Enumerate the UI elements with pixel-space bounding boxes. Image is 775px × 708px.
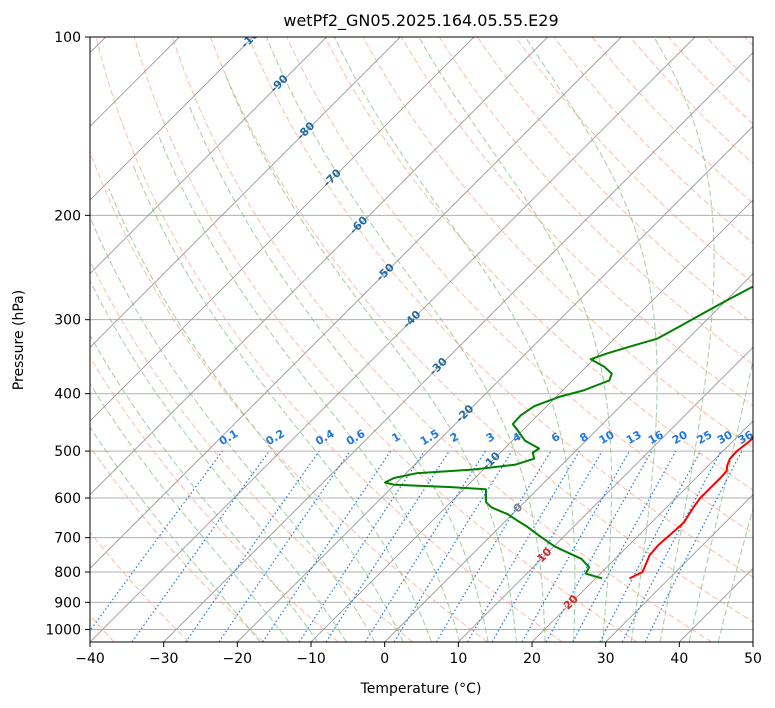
x-axis: −40 −30 −20 −10 0 10 20 30 40 50 — [75, 642, 762, 667]
y-tick-label: 300 — [54, 313, 81, 329]
moist-adiabat — [90, 426, 261, 642]
x-tick-label: −10 — [296, 651, 326, 667]
moist-adiabat — [108, 188, 404, 642]
dry-adiabat — [248, 37, 753, 578]
mixing-ratio-line — [218, 450, 351, 642]
isotherm-line — [90, 37, 622, 569]
x-tick-label: 20 — [523, 651, 541, 667]
dry-adiabat — [286, 37, 753, 534]
y-tick-label: 500 — [54, 444, 81, 460]
isotherm-line — [90, 37, 327, 275]
y-tick-label: 900 — [54, 595, 81, 611]
isotherm-line — [458, 346, 753, 642]
x-tick-label: −20 — [223, 651, 253, 667]
mixing-ratio-line — [393, 450, 513, 642]
isotherm-line — [752, 641, 753, 642]
mixing-ratio-line — [521, 450, 631, 642]
moist-adiabat — [157, 132, 461, 642]
mixing-ratio-line — [545, 450, 653, 642]
mixing-ratio-lines — [90, 450, 743, 642]
isotherm-line — [384, 273, 753, 642]
isotherm-line — [237, 125, 753, 642]
moist-adiabat — [333, 37, 576, 642]
y-tick-label: 1000 — [45, 622, 81, 638]
y-tick-label: 100 — [54, 30, 81, 46]
moist-adiabat — [418, 37, 613, 642]
x-tick-label: 10 — [449, 651, 467, 667]
mixing-ratio-line — [644, 450, 743, 642]
mixing-ratio-line — [90, 450, 223, 632]
moist-adiabat — [688, 358, 753, 642]
dry-adiabats — [90, 10, 775, 642]
dewpoint-profile-line — [384, 285, 753, 580]
isotherm-line — [531, 420, 753, 642]
dry-adiabat — [477, 37, 753, 325]
y-tick-label: 600 — [54, 491, 81, 507]
dry-adiabat — [400, 37, 753, 407]
dry-adiabat — [324, 37, 753, 491]
moist-adiabats — [90, 37, 753, 642]
dry-adiabat — [756, 10, 775, 642]
dry-adiabat — [95, 37, 563, 642]
isotherm-line — [310, 199, 753, 642]
moist-adiabat — [90, 382, 290, 642]
isotherm-line — [90, 37, 548, 496]
isotherm-line — [605, 494, 753, 642]
plot-frame — [89, 36, 754, 643]
moist-adiabat — [224, 72, 517, 642]
moist-adiabat — [266, 37, 546, 642]
x-tick-label: 50 — [744, 651, 762, 667]
chart-title: wetPf2_GN05.2025.164.05.55.E29 — [283, 11, 558, 31]
mixing-ratio-line — [572, 450, 677, 642]
dry-adiabat — [90, 259, 414, 642]
moist-adiabat — [524, 37, 658, 642]
dry-adiabat — [90, 356, 339, 642]
dry-adiabat — [362, 37, 753, 449]
moist-adiabat — [653, 37, 715, 642]
isotherm-line — [163, 52, 753, 642]
y-axis-title: Pressure (hPa) — [11, 290, 27, 390]
y-tick-label: 700 — [54, 531, 81, 547]
x-tick-label: −40 — [75, 651, 105, 667]
sounding-profiles — [384, 285, 753, 580]
mixing-ratio-line — [325, 450, 450, 642]
y-tick-label: 200 — [54, 208, 81, 224]
mixing-ratio-line — [131, 450, 270, 642]
isotherm-label: 40 — [614, 686, 634, 706]
y-tick-label: 800 — [54, 565, 81, 581]
moist-adiabat — [188, 104, 489, 642]
isotherm-label: 30 — [588, 639, 608, 659]
temperature-profile-line — [629, 436, 753, 580]
dry-adiabat — [90, 150, 488, 642]
isotherms — [90, 37, 753, 642]
x-tick-label: −30 — [149, 651, 179, 667]
x-tick-label: 0 — [380, 651, 389, 667]
dry-adiabat — [171, 37, 712, 642]
y-axis: 100 200 300 400 500 600 700 800 900 1000 — [45, 30, 90, 638]
x-tick-label: 40 — [670, 651, 688, 667]
moist-adiabat — [90, 279, 347, 642]
dry-adiabat — [209, 37, 753, 623]
isotherm-line — [90, 37, 696, 642]
plot-background — [90, 37, 753, 642]
x-tick-label: 30 — [597, 651, 615, 667]
y-tick-label: 400 — [54, 387, 81, 403]
mixing-ratio-line — [262, 450, 392, 642]
mixing-ratio-line — [185, 450, 320, 642]
isotherm-line — [90, 37, 475, 422]
dry-adiabat — [90, 531, 190, 642]
mixing-ratio-line — [298, 450, 425, 642]
moist-adiabat — [90, 334, 319, 642]
x-axis-title: Temperature (°C) — [360, 681, 482, 697]
isotherm-line — [90, 37, 254, 201]
isotherm-line — [90, 37, 401, 348]
